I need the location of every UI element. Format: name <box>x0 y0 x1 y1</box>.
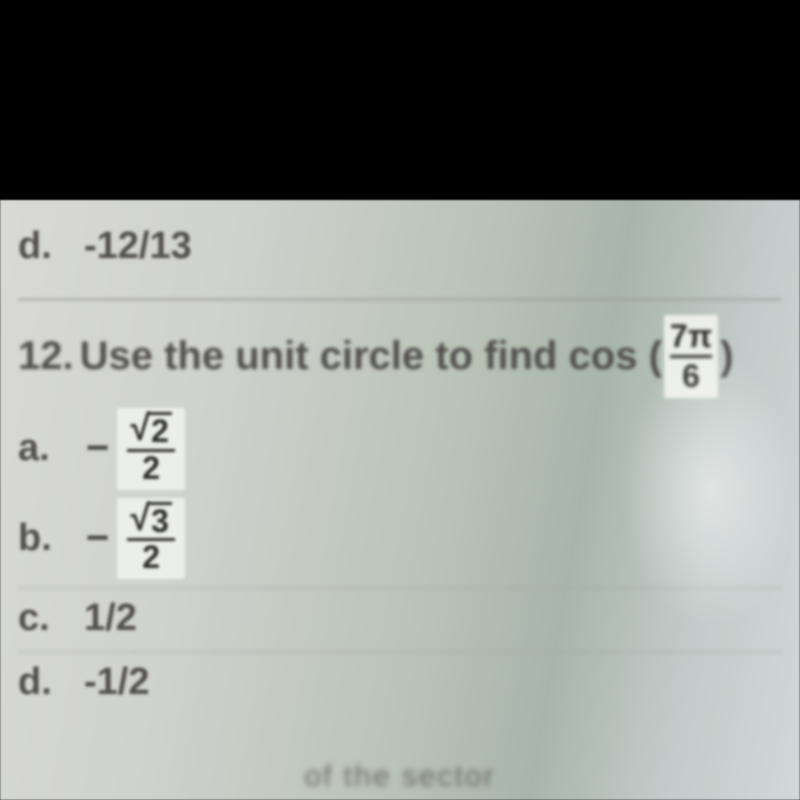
option-b-fracbox: √ 3 2 <box>117 498 185 580</box>
option-b-sign: − <box>86 516 109 561</box>
question-prompt: 12. Use the unit circle to find cos ( 7π… <box>18 315 782 398</box>
option-label-b: b. <box>18 517 84 560</box>
option-b-denominator: 2 <box>139 541 163 573</box>
option-value-d-prev: -12/13 <box>84 225 192 268</box>
option-b-numerator: √ 3 <box>127 502 175 539</box>
option-a-radicand: 2 <box>148 412 172 449</box>
option-a-fracbox: √ 2 2 <box>117 408 185 490</box>
option-b: b. − √ 3 2 <box>18 498 782 580</box>
option-label-d-prev: d. <box>18 225 84 268</box>
option-b-fraction: √ 3 2 <box>127 502 175 574</box>
option-value-c: 1/2 <box>84 597 137 640</box>
next-question-cutoff: of the sector <box>0 760 800 800</box>
option-a-denominator: 2 <box>139 452 163 484</box>
option-label-d: d. <box>18 661 84 704</box>
question-divider <box>18 298 782 301</box>
question-text-1: Use the unit circle to find cos ( <box>80 334 662 379</box>
faint-rule-2 <box>18 651 782 653</box>
question-text-2: ) <box>720 334 733 379</box>
option-b-radicand: 3 <box>148 502 172 539</box>
option-a-numerator: √ 2 <box>127 412 175 449</box>
option-value-d: -1/2 <box>84 661 149 704</box>
option-label-a: a. <box>18 427 84 470</box>
option-a: a. − √ 2 2 <box>18 408 782 490</box>
question-number: 12. <box>18 334 74 379</box>
option-c: c. 1/2 <box>18 593 782 643</box>
option-d: d. -1/2 <box>18 657 782 707</box>
option-label-c: c. <box>18 597 84 640</box>
angle-denominator: 6 <box>682 358 700 395</box>
option-a-sign: − <box>86 426 109 471</box>
black-top-band <box>0 0 800 200</box>
faint-rule-1 <box>18 587 782 589</box>
option-a-fraction: √ 2 2 <box>127 412 175 484</box>
angle-fraction: 7π 6 <box>664 315 718 398</box>
worksheet-page: d. -12/13 12. Use the unit circle to fin… <box>0 200 800 800</box>
sqrt-icon: √ 2 <box>130 412 172 449</box>
sqrt-icon: √ 3 <box>130 502 172 539</box>
angle-numerator: 7π <box>670 318 712 355</box>
prev-question-option-d: d. -12/13 <box>18 210 782 282</box>
